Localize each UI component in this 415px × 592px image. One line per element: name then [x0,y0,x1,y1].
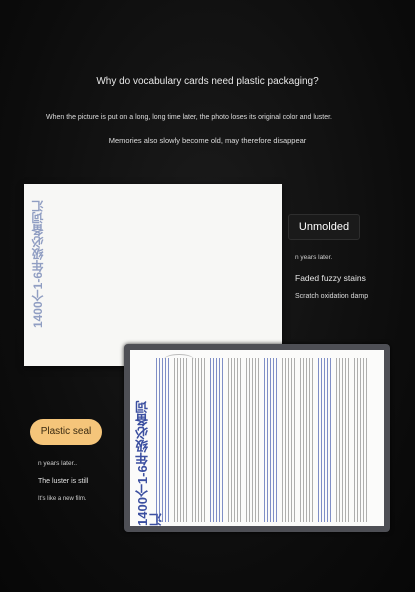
sealed-card-face: 1400个1-6年级必备词汇 [130,350,384,526]
word-column [228,358,242,522]
word-column [246,358,260,522]
word-column [264,358,278,522]
intro-line-2: Memories also slowly become old, may the… [108,136,307,145]
sealed-card-image: 1400个1-6年级必备词汇 [124,344,390,532]
intro-line-1: When the picture is put on a long, long … [46,114,332,121]
word-column [318,358,332,522]
word-column [282,358,296,522]
faded-stains-text: Faded fuzzy stains [295,273,366,283]
word-column [174,358,188,522]
word-column [336,358,350,522]
word-column [354,358,368,522]
unsealed-card-title: 1400个1-6年级必备词汇 [31,200,45,329]
unsealed-card-image: 1400个1-6年级必备词汇 [24,184,282,366]
word-column [210,358,224,522]
word-column [156,358,170,522]
luster-text: The luster is still [38,478,89,485]
word-column [300,358,314,522]
headline: Why do vocabulary cards need plastic pac… [96,76,319,87]
sealed-years-text: n years later.. [38,460,78,467]
new-film-text: It's like a new film. [38,496,87,502]
unmolded-badge: Unmolded [288,214,360,240]
word-column [192,358,206,522]
sealed-card-title: 1400个1-6年级必备词汇 [135,400,164,526]
plastic-seal-badge: Plastic seal [30,419,102,445]
scratch-damage-text: Scratch oxidation damp [295,293,369,300]
plastic-crease [164,354,194,365]
unsealed-years-text: n years later. [295,254,333,261]
